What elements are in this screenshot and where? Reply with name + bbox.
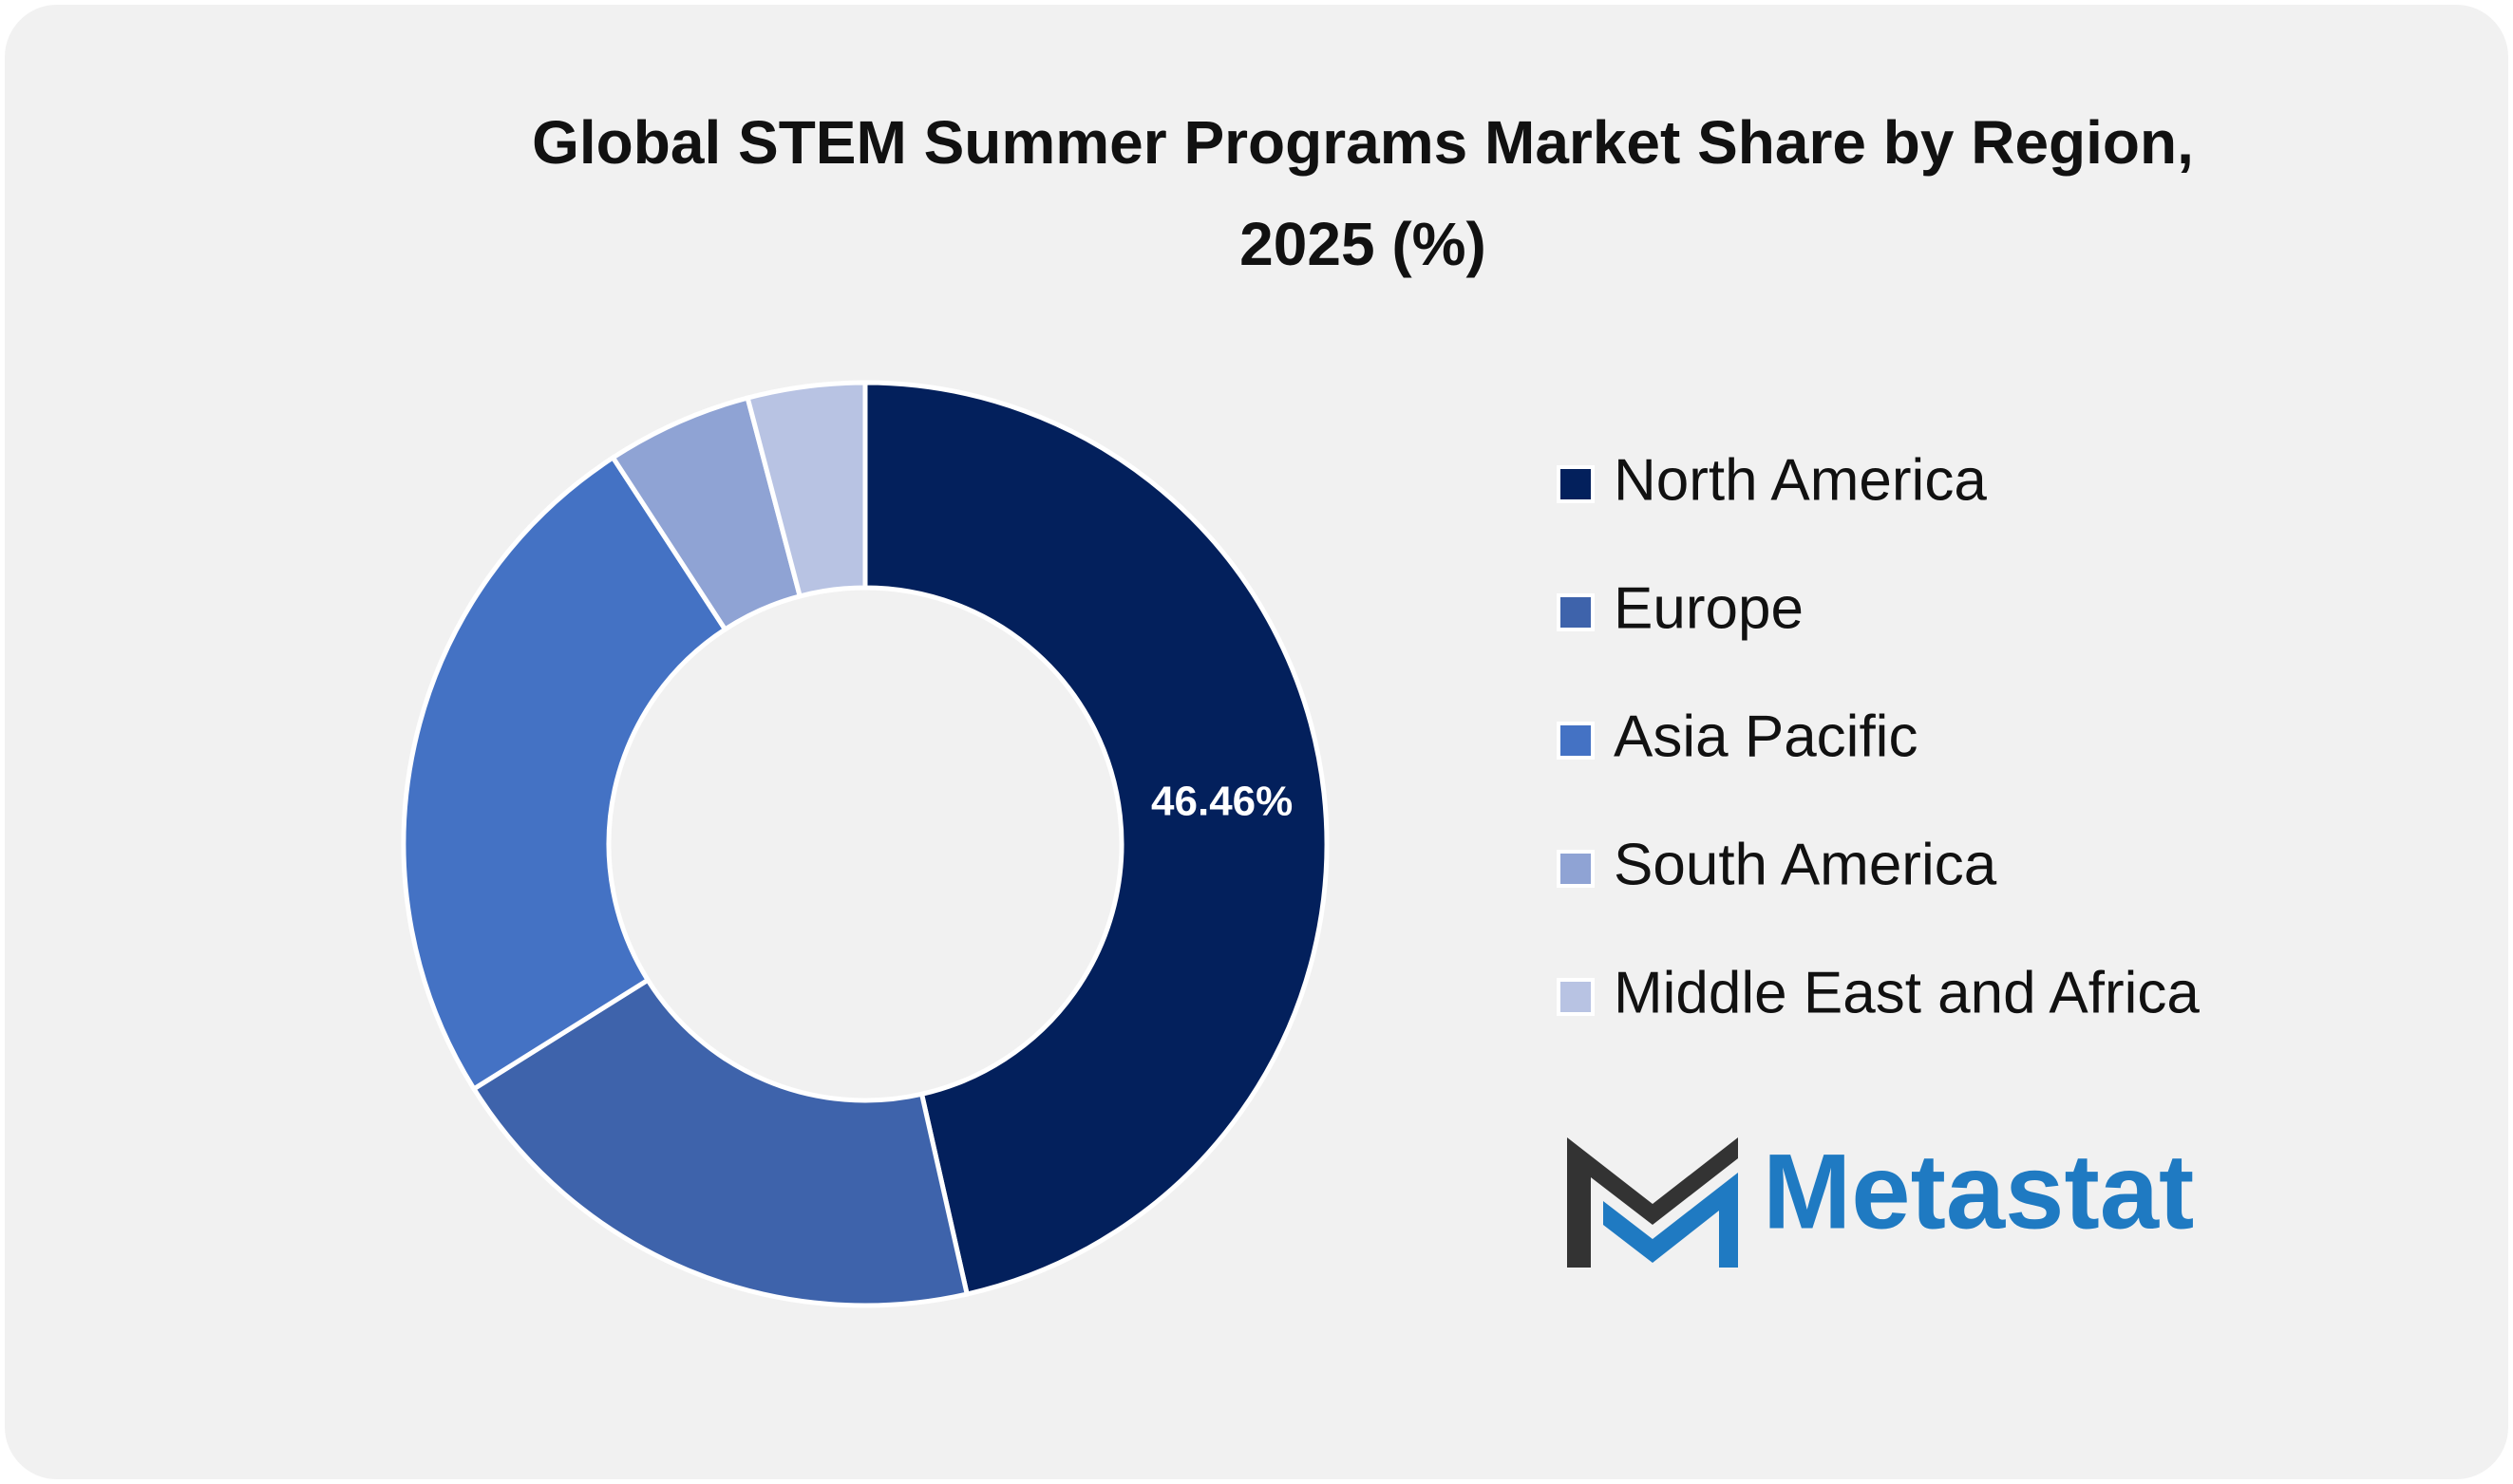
- logo-mark-dark: [1567, 1137, 1738, 1268]
- legend: North America Europe Asia Pacific South Ame…: [1557, 447, 2200, 1025]
- slice: [470, 976, 971, 1308]
- brand-logo: Metastat: [1567, 1133, 2194, 1268]
- legend-swatch: [1557, 465, 1595, 503]
- data-label: 46.46%: [1151, 779, 1293, 825]
- slice: [401, 454, 728, 1093]
- legend-swatch: [1557, 850, 1595, 888]
- legend-swatch: [1557, 978, 1595, 1016]
- legend-label: Asia Pacific: [1614, 704, 1918, 769]
- legend-label: North America: [1614, 447, 1987, 513]
- legend-swatch: [1557, 593, 1595, 631]
- legend-label: Middle East and Africa: [1614, 960, 2200, 1025]
- chart-subtitle: 2025 (%): [1239, 210, 1486, 278]
- chart-title: Global STEM Summer Programs Market Share…: [532, 108, 2194, 177]
- legend-label: South America: [1614, 832, 1997, 897]
- donut: 46.46%: [401, 380, 1330, 1308]
- brand-name: Metastat: [1763, 1133, 2194, 1251]
- legend-label: Europe: [1614, 575, 1804, 641]
- legend-swatch: [1557, 722, 1595, 760]
- logo-mark-blue: [1603, 1173, 1738, 1268]
- slice: [862, 380, 1330, 1298]
- slice: [745, 380, 868, 599]
